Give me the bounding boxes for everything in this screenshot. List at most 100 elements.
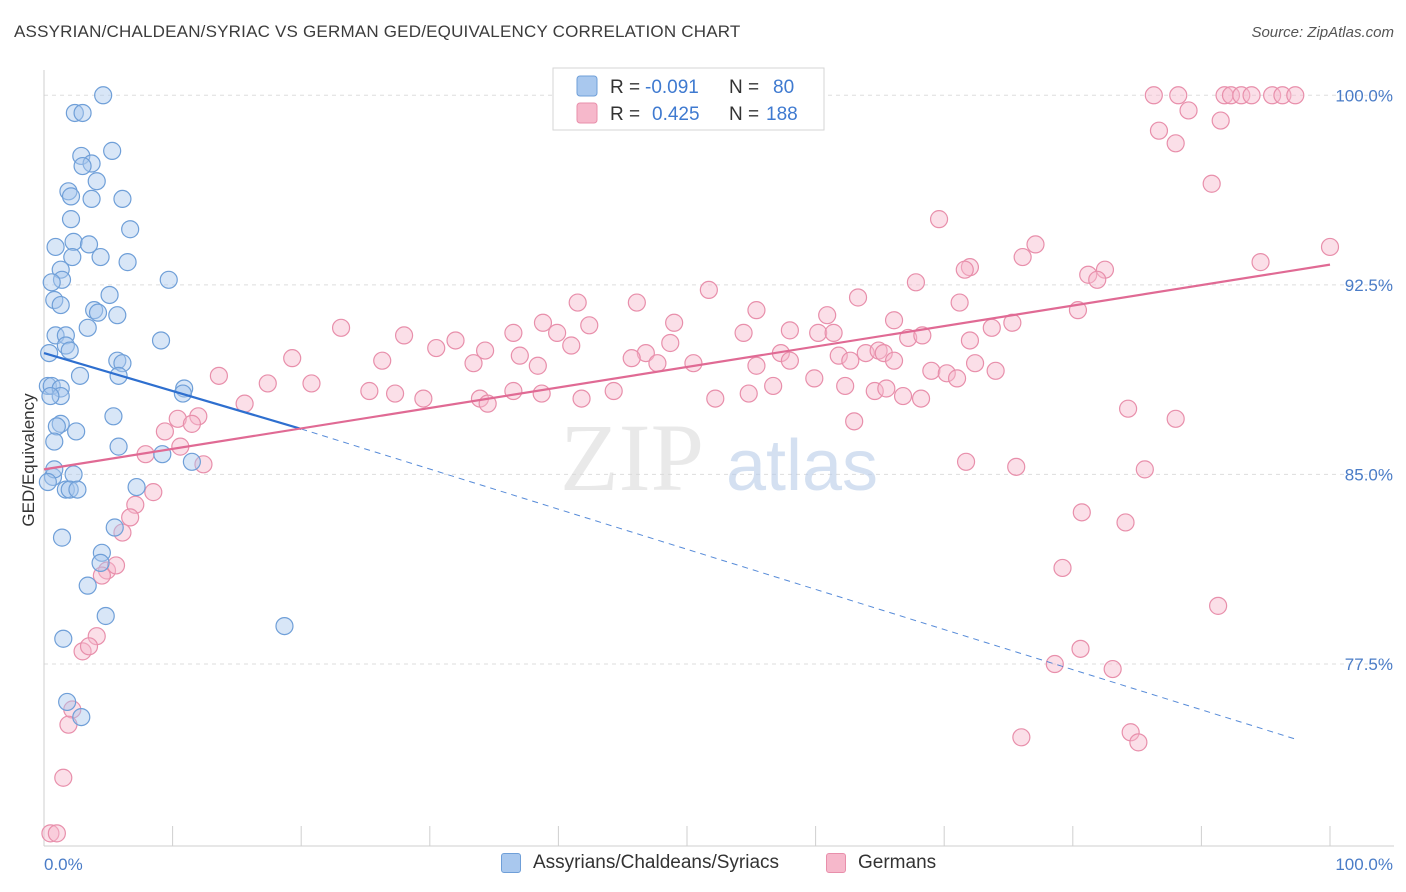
assyrians-point-14 [64, 232, 83, 251]
assyrians-point-49 [47, 417, 66, 436]
assyrians-point-12 [61, 210, 81, 229]
y-tick-label-2: 92.5% [1345, 276, 1393, 295]
germans-point-69 [780, 351, 799, 370]
germans-point-76 [947, 369, 967, 388]
assyrians-point-52 [45, 432, 64, 451]
germans-point-55 [636, 344, 655, 363]
germans-point-95 [865, 381, 884, 401]
legend-n-value-2: 188 [766, 104, 798, 125]
germans-point-61 [622, 349, 641, 368]
assyrians-point-62 [38, 472, 57, 492]
germans-point-12 [1166, 134, 1185, 153]
legend-r-label-1: R = [610, 77, 640, 98]
germans-point-9 [1179, 101, 1198, 120]
assyrians-point-28 [88, 303, 108, 322]
assyrians-point-43 [51, 379, 70, 398]
assyrians-point-73 [72, 707, 91, 727]
x-tick-label-max: 100.0% [1335, 855, 1393, 874]
germans-point-112 [1135, 460, 1154, 479]
germans-point-49 [446, 331, 465, 350]
germans-point-137 [47, 824, 66, 843]
legend-label-assyrians: Assyrians/Chaldeans/Syriacs [533, 852, 780, 873]
assyrians-point-60 [60, 480, 79, 499]
germans-point-31 [818, 306, 837, 325]
assyrians-point-8 [59, 182, 78, 201]
germans-point-96 [877, 379, 896, 398]
assyrians-point-10 [82, 189, 101, 209]
watermark-atlas: atlas [726, 426, 878, 506]
watermark-zip: ZIP [560, 404, 704, 511]
assyrians-point-61 [68, 480, 87, 499]
assyrians-point-6 [73, 156, 92, 176]
legend-swatch-pink [576, 102, 598, 124]
assyrians-point-9 [61, 187, 81, 206]
assyrians-point-65 [52, 528, 72, 547]
germans-point-128 [1045, 654, 1064, 674]
assyrians-point-50 [104, 407, 123, 426]
germans-point-37 [734, 323, 753, 342]
assyrians-point-54 [153, 445, 172, 464]
assyrians-point-67 [91, 553, 110, 572]
germans-point-42 [394, 326, 414, 345]
germans-point-17 [1013, 247, 1032, 267]
germans-point-35 [533, 313, 553, 332]
germans-point-22 [1079, 265, 1098, 284]
germans-point-52 [427, 338, 446, 358]
germans-point-130 [1012, 728, 1031, 747]
assyrians-point-1 [65, 103, 84, 123]
germans-point-13 [1202, 174, 1221, 193]
germans-point-45 [809, 323, 828, 342]
germans-point-23 [1088, 270, 1107, 289]
germans-point-38 [780, 321, 799, 340]
assyrians-point-36 [40, 344, 59, 363]
germans-point-126 [79, 637, 99, 656]
germans-trend-line [43, 263, 1331, 471]
germans-point-51 [661, 333, 680, 353]
legend-swatch-germans [826, 853, 846, 873]
legend-r-value-2: 0.425 [652, 104, 700, 125]
germans-point-20 [955, 260, 974, 279]
trend-lines [43, 263, 1331, 741]
germans-point-93 [805, 369, 824, 388]
assyrians-point-23 [159, 270, 178, 289]
germans-point-87 [532, 384, 551, 403]
germans-point-119 [1053, 558, 1072, 578]
germans-point-105 [1118, 399, 1138, 418]
germans-point-54 [510, 346, 529, 365]
germans-point-27 [950, 293, 969, 312]
germans-point-25 [699, 280, 718, 300]
legend-swatch-assyrians [501, 853, 521, 873]
germans-point-33 [884, 311, 904, 330]
germans-point-26 [848, 288, 868, 307]
germans-point-91 [739, 384, 758, 403]
assyrians-point-68 [78, 576, 97, 595]
germans-point-8 [1286, 86, 1305, 105]
germans-point-124 [87, 627, 106, 646]
legend-n-value-1: 80 [773, 77, 794, 98]
germans-point-131 [1121, 723, 1140, 742]
germans-point-102 [182, 414, 201, 433]
germans-point-44 [548, 323, 567, 342]
legend-item-assyrians: Assyrians/Chaldeans/Syriacs [501, 852, 779, 874]
assyrians-point-29 [108, 306, 127, 325]
germans-point-60 [965, 354, 985, 373]
germans-point-40 [982, 318, 1001, 337]
assyrians-point-17 [63, 247, 82, 267]
germans-point-129 [1103, 659, 1122, 679]
assyrians-point-69 [96, 606, 115, 626]
assyrians-point-11 [113, 189, 132, 209]
germans-point-47 [899, 328, 918, 348]
y-tick-label-1: 85.0% [1345, 465, 1393, 484]
germans-point-41 [331, 318, 351, 337]
germans-point-90 [706, 389, 725, 408]
germans-point-59 [960, 331, 980, 350]
assyrians-point-24 [100, 285, 119, 305]
germans-point-104 [1166, 409, 1185, 428]
germans-point-64 [464, 354, 483, 373]
assyrians-point-7 [87, 172, 106, 191]
germans-point-110 [956, 452, 976, 471]
germans-point-15 [1320, 237, 1340, 257]
germans-point-123 [1209, 596, 1228, 615]
germans-point-94 [836, 376, 855, 396]
